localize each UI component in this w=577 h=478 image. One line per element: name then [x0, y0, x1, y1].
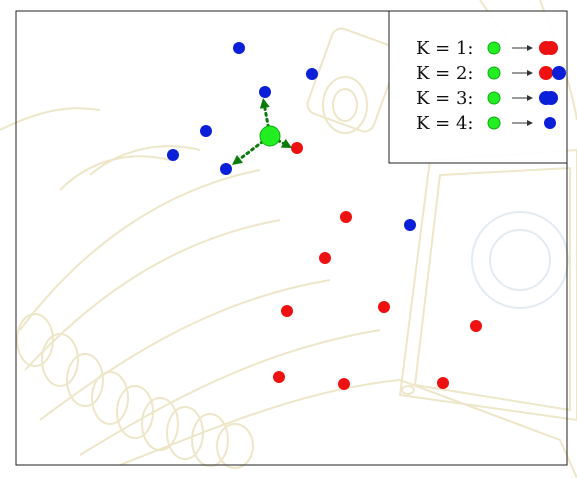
- legend-query-icon: [487, 116, 501, 130]
- legend-arrow-head: [527, 70, 533, 76]
- legend-row: K = 4:: [416, 113, 556, 134]
- legend-arrow-head: [527, 45, 533, 51]
- legend-blue-neighbor-icon: [552, 66, 566, 80]
- legend-query-icon: [487, 66, 501, 80]
- red-point: [273, 371, 285, 383]
- legend-query-icon: [487, 91, 501, 105]
- legend-blue-neighbor-icon: [544, 117, 556, 129]
- legend-k-label: K = 2:: [416, 63, 474, 84]
- red-point: [281, 305, 293, 317]
- legend-arrow-head: [527, 120, 533, 126]
- blue-point: [404, 219, 416, 231]
- red-point: [319, 252, 331, 264]
- legend-rows: K = 1: K = 2: K = 3: K = 4:: [416, 38, 566, 134]
- blue-point: [259, 86, 271, 98]
- query-point: [259, 125, 281, 147]
- monitor: [398, 148, 577, 478]
- blue-point: [220, 163, 232, 175]
- arrow-head: [280, 138, 292, 148]
- red-point: [291, 142, 303, 154]
- red-point: [340, 211, 352, 223]
- blue-point: [233, 42, 245, 54]
- legend-k-label: K = 1:: [416, 38, 474, 59]
- dotted-arrow-line: [235, 139, 265, 163]
- legend-row: K = 3:: [416, 88, 558, 109]
- arrow-head: [232, 154, 243, 165]
- legend-red-neighbor-icon: [544, 41, 558, 55]
- legend-box: [388, 10, 568, 164]
- blue-point: [306, 68, 318, 80]
- blue-point: [167, 149, 179, 161]
- green-query-circle: [259, 125, 281, 147]
- legend: K = 1: K = 2: K = 3: K = 4:: [388, 10, 568, 164]
- red-point: [338, 378, 350, 390]
- red-point: [437, 377, 449, 389]
- red-point: [470, 320, 482, 332]
- tool-head: [306, 27, 400, 134]
- neighbor-arrows: [232, 98, 292, 165]
- plot-frame: [15, 10, 568, 466]
- arm-segments: [0, 107, 401, 469]
- legend-blue-neighbor-icon: [544, 91, 558, 105]
- legend-k-label: K = 4:: [416, 113, 474, 134]
- blue-point: [200, 125, 212, 137]
- red-point: [378, 301, 390, 313]
- legend-arrow-head: [527, 95, 533, 101]
- data-points: [167, 42, 482, 390]
- legend-query-icon: [487, 41, 501, 55]
- legend-red-neighbor-icon: [539, 66, 553, 80]
- legend-row: K = 1:: [416, 38, 558, 59]
- arrow-head: [259, 98, 270, 109]
- legend-row: K = 2:: [416, 63, 566, 84]
- legend-k-label: K = 3:: [416, 88, 474, 109]
